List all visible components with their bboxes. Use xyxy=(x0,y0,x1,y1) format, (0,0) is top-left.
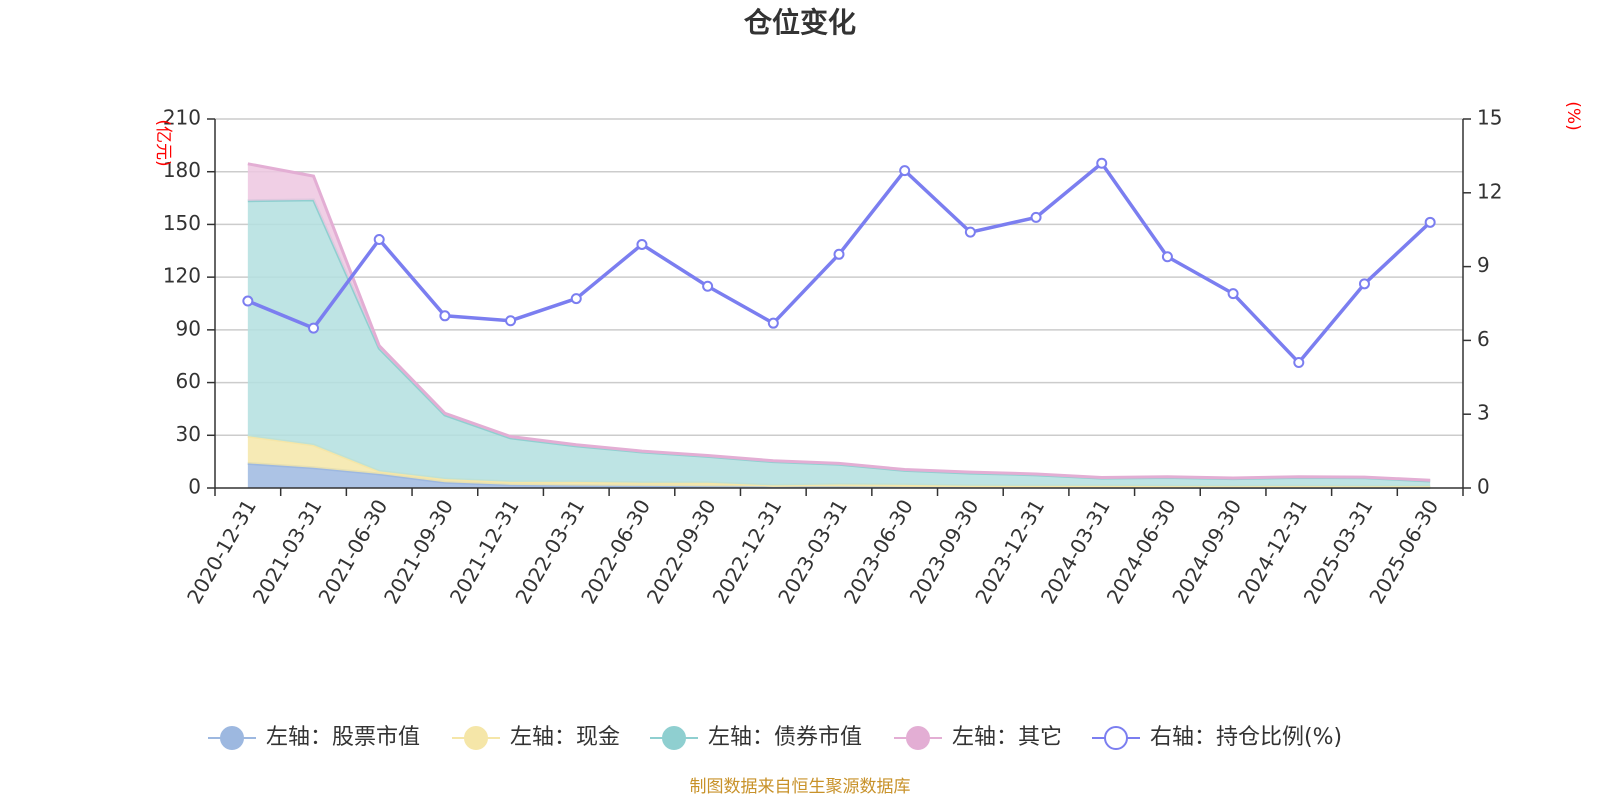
legend-label: 左轴：其它 xyxy=(952,725,1062,750)
ratio-point xyxy=(570,293,582,305)
x-tick-label: 2022-03-31 xyxy=(510,495,589,608)
ratio-point xyxy=(964,226,976,238)
left-axis-unit: (亿元) xyxy=(153,119,173,166)
ratio-point xyxy=(1424,216,1436,228)
legend-label: 左轴：债券市值 xyxy=(708,725,862,750)
ratio-point xyxy=(373,234,385,246)
x-tick-label: 2023-06-30 xyxy=(839,495,918,608)
area-edge-2 xyxy=(247,434,1431,488)
x-tick-label: 2022-12-31 xyxy=(708,495,787,608)
left-tick-label: 210 xyxy=(163,106,201,130)
left-tick-label: 0 xyxy=(188,475,201,499)
ratio-point xyxy=(899,165,911,177)
left-tick-label: 30 xyxy=(176,422,201,446)
right-tick-label: 9 xyxy=(1477,253,1490,277)
x-tick-label: 2021-12-31 xyxy=(445,495,524,608)
x-tick-label: 2021-09-30 xyxy=(379,495,458,608)
ratio-point xyxy=(1096,157,1108,169)
area-edge-4 xyxy=(247,162,1431,482)
x-tick-label: 2023-03-31 xyxy=(773,495,852,608)
legend-circle-marker xyxy=(662,726,686,750)
ratio-point xyxy=(1293,357,1305,369)
legend-item[interactable]: 左轴：现金 xyxy=(452,725,620,750)
grid xyxy=(215,118,1463,437)
legend-label: 右轴：持仓比例(%) xyxy=(1150,725,1342,750)
left-tick-label: 90 xyxy=(176,316,201,340)
x-tick-label: 2024-06-30 xyxy=(1102,495,1181,608)
area-1 xyxy=(247,463,1431,488)
right-tick-label: 6 xyxy=(1477,327,1490,351)
right-tick-label: 15 xyxy=(1477,106,1502,130)
legend-circle-marker xyxy=(906,726,930,750)
ratio-point xyxy=(1161,251,1173,263)
ratio-line xyxy=(247,161,1432,365)
legend[interactable]: 左轴：股票市值 左轴：现金 左轴：债券市值 左轴：其它 右轴：持仓比例(%) xyxy=(208,725,1342,750)
ratio-point xyxy=(702,280,714,292)
legend-circle-marker xyxy=(220,726,244,750)
source-note: 制图数据来自恒生聚源数据库 xyxy=(690,777,911,797)
ratio-point xyxy=(767,317,779,329)
right-axis-unit: (%) xyxy=(1563,101,1583,130)
legend-item[interactable]: 右轴：持仓比例(%) xyxy=(1092,725,1342,750)
chart-title: 仓位变化 xyxy=(744,6,856,39)
x-tick-label: 2021-06-30 xyxy=(313,495,392,608)
x-tick-label: 2025-06-30 xyxy=(1364,495,1443,608)
ratio-point xyxy=(1358,278,1370,290)
ratio-point xyxy=(505,315,517,327)
ratio-point xyxy=(308,322,320,334)
right-tick-label: 3 xyxy=(1477,401,1490,425)
legend-item[interactable]: 左轴：其它 xyxy=(894,725,1062,750)
x-tick-label: 2020-12-31 xyxy=(182,495,261,608)
legend-label: 左轴：股票市值 xyxy=(266,725,420,750)
area-series xyxy=(247,162,1431,489)
ratio-point xyxy=(242,295,254,307)
x-tick-label: 2025-03-31 xyxy=(1299,495,1378,608)
ratio-line-series xyxy=(242,157,1436,369)
x-tick-label: 2022-06-30 xyxy=(576,495,655,608)
right-tick-label: 12 xyxy=(1477,179,1502,203)
right-tick-label: 0 xyxy=(1477,475,1490,499)
ratio-point xyxy=(833,248,845,260)
ratio-point xyxy=(636,238,648,250)
legend-circle-marker xyxy=(464,726,488,750)
x-tick-label: 2023-12-31 xyxy=(970,495,1049,608)
ratio-point xyxy=(439,310,451,322)
x-tick-label: 2024-12-31 xyxy=(1233,495,1312,608)
left-tick-label: 60 xyxy=(176,369,201,393)
ratio-point xyxy=(1227,288,1239,300)
x-tick-label: 2022-09-30 xyxy=(642,495,721,608)
x-tick-label: 2023-09-30 xyxy=(905,495,984,608)
left-tick-label: 180 xyxy=(163,158,201,182)
legend-item[interactable]: 左轴：股票市值 xyxy=(208,725,420,750)
left-tick-label: 150 xyxy=(163,211,201,235)
legend-label: 左轴：现金 xyxy=(510,725,620,750)
left-tick-label: 120 xyxy=(163,264,201,288)
ratio-point xyxy=(1030,211,1042,223)
legend-item[interactable]: 左轴：债券市值 xyxy=(650,725,862,750)
x-tick-label: 2024-09-30 xyxy=(1167,495,1246,608)
legend-circle-marker xyxy=(1104,726,1128,750)
x-tick-label: 2024-03-31 xyxy=(1036,495,1115,608)
area-3 xyxy=(247,199,1431,487)
x-tick-label: 2021-03-31 xyxy=(248,495,327,608)
